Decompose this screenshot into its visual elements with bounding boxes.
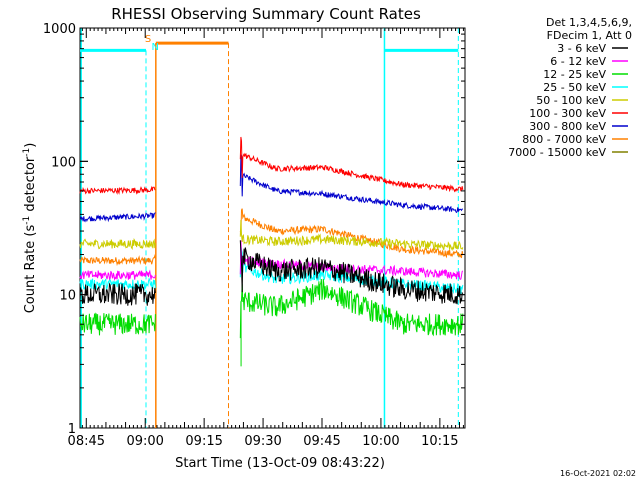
x-tick-label: 09:00	[126, 434, 163, 449]
y-axis-label-sup2: -1	[22, 148, 32, 157]
x-tick-label: 09:30	[244, 434, 281, 449]
x-tick-label: 09:45	[303, 434, 340, 449]
y-tick-label: 1	[68, 422, 76, 437]
y-axis-label: Count Rate (s-1 detector-1)	[22, 143, 38, 314]
series-line-100-300keV	[239, 136, 464, 193]
legend-label: 12 - 25 keV	[543, 68, 606, 81]
series-line-100-300keV	[79, 185, 156, 195]
x-tick-label: 10:00	[362, 434, 399, 449]
series-line-3-6keV	[79, 282, 156, 306]
x-tick-label: 10:15	[421, 434, 458, 449]
legend-header-line2: FDecim 1, Att 0	[547, 29, 632, 42]
y-tick-label: 100	[51, 155, 76, 170]
legend-label: 7000 - 15000 keV	[508, 146, 606, 159]
legend-label: 300 - 800 keV	[529, 120, 606, 133]
y-axis-label-part2: detector	[23, 156, 38, 216]
x-tick-label: 08:45	[68, 434, 105, 449]
plot-marks: SN	[79, 28, 464, 428]
y-axis-label-sup1: -1	[22, 216, 32, 225]
series-line-3-6keV	[239, 240, 464, 305]
series-line-25-50keV	[79, 277, 156, 292]
series-line-300-800keV	[239, 154, 464, 214]
y-tick-label: 1000	[43, 22, 76, 37]
saa-label: S	[145, 34, 151, 45]
series-line-50-100keV	[239, 219, 464, 252]
chart-title: RHESSI Observing Summary Count Rates	[111, 5, 421, 23]
legend-header-line1: Det 1,3,4,5,6,9,	[546, 16, 632, 29]
series-line-6-12keV	[79, 269, 156, 282]
legend-label: 25 - 50 keV	[543, 81, 606, 94]
axes-ticks: 1 10 100 1000 08:45 09:00 09:15 09:30 09:45 10:00…	[43, 22, 465, 449]
legend-label: 50 - 100 keV	[536, 94, 606, 107]
footer-date: 16-Oct-2021 02:02	[560, 469, 636, 478]
y-axis-label-part3: )	[23, 143, 38, 148]
series-line-12-25keV	[79, 312, 156, 336]
legend-label: 3 - 6 keV	[557, 42, 606, 55]
plot-frame	[79, 27, 466, 429]
series-line-300-800keV	[79, 212, 156, 223]
legend-label: 100 - 300 keV	[529, 107, 606, 120]
series-line-800-7000keV	[79, 254, 156, 267]
legend-label: 800 - 7000 keV	[522, 133, 606, 146]
y-axis-label-part1: Count Rate (s	[23, 225, 38, 314]
y-tick-label: 10	[59, 289, 76, 304]
x-tick-label: 09:15	[185, 434, 222, 449]
series-line-12-25keV	[239, 279, 464, 339]
legend-label: 6 - 12 keV	[550, 55, 606, 68]
night-label: N	[152, 42, 159, 53]
x-axis-label: Start Time (13-Oct-09 08:43:22)	[175, 456, 385, 471]
series-line-50-100keV	[79, 237, 156, 251]
series-line-800-7000keV	[239, 208, 464, 259]
